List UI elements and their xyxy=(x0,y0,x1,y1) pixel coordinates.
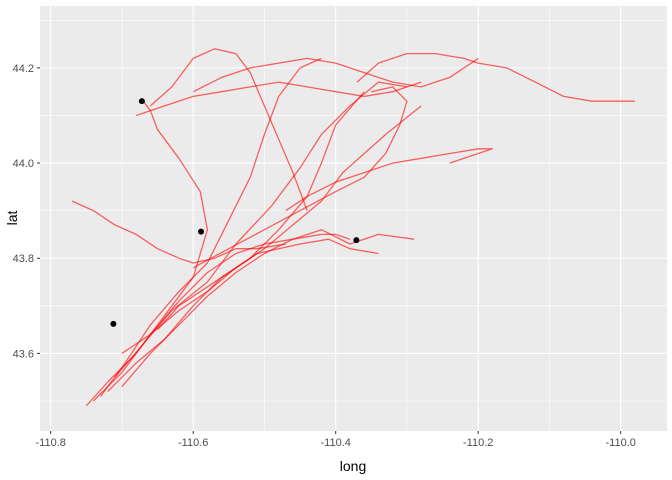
track-path-12 xyxy=(157,105,422,331)
y-tick-label: 43.8 xyxy=(13,253,34,265)
x-tick-label: -110.4 xyxy=(321,437,351,449)
x-axis-title: long xyxy=(340,458,366,474)
track-path-4 xyxy=(114,81,408,378)
y-axis-title: lat xyxy=(4,211,20,226)
x-tick-label: -110.6 xyxy=(178,437,208,449)
location-point-3 xyxy=(353,237,360,244)
x-tick-label: -110.0 xyxy=(606,437,636,449)
x-axis-ticks: -110.8 -110.6 -110.4 -110.2 -110.0 xyxy=(36,431,636,449)
track-path-14 xyxy=(121,238,379,354)
track-path-8 xyxy=(149,48,308,211)
track-path-7 xyxy=(192,57,479,93)
location-points xyxy=(110,98,360,327)
track-path-15 xyxy=(285,148,494,212)
track-path-5 xyxy=(100,57,322,397)
location-point-1 xyxy=(138,98,145,105)
plot-panel xyxy=(40,6,667,431)
y-tick-label: 44.0 xyxy=(13,158,34,170)
y-tick-label: 44.2 xyxy=(13,63,34,75)
x-tick-label: -110.2 xyxy=(463,437,493,449)
track-path-10 xyxy=(192,86,408,269)
location-point-2 xyxy=(198,228,205,235)
track-path-11 xyxy=(71,200,286,264)
track-path-6 xyxy=(121,229,415,388)
track-path-9 xyxy=(356,52,635,102)
x-tick-label: -110.8 xyxy=(36,437,66,449)
y-tick-label: 43.6 xyxy=(13,348,34,360)
track-path-13 xyxy=(135,81,422,117)
animal-tracks xyxy=(71,48,635,407)
location-point-4 xyxy=(110,320,117,327)
y-axis-ticks: 43.6 43.8 44.0 44.2 xyxy=(13,63,40,360)
